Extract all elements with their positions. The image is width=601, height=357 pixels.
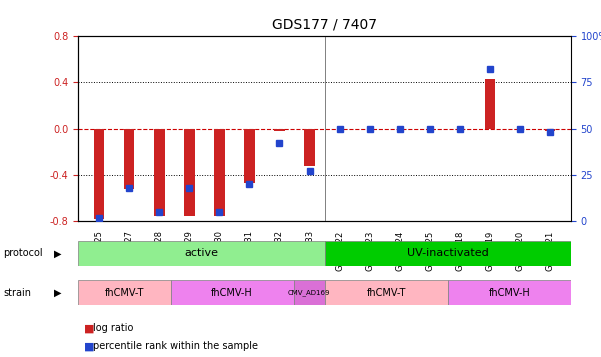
Bar: [545, 129, 555, 131]
Text: log ratio: log ratio: [93, 323, 133, 333]
Text: ■: ■: [84, 341, 94, 351]
Bar: [154, 129, 165, 216]
Text: fhCMV-H: fhCMV-H: [212, 288, 253, 298]
Text: fhCMV-T: fhCMV-T: [367, 288, 406, 298]
FancyBboxPatch shape: [78, 241, 325, 266]
Text: fhCMV-T: fhCMV-T: [105, 288, 144, 298]
Text: GDS177 / 7407: GDS177 / 7407: [272, 18, 377, 32]
Text: UV-inactivated: UV-inactivated: [407, 248, 489, 258]
Bar: [274, 129, 285, 131]
FancyBboxPatch shape: [78, 280, 171, 305]
Text: fhCMV-H: fhCMV-H: [489, 288, 530, 298]
Bar: [244, 129, 255, 183]
Text: ▶: ▶: [54, 288, 61, 298]
Bar: [124, 129, 135, 189]
Text: ▶: ▶: [54, 248, 61, 258]
Text: percentile rank within the sample: percentile rank within the sample: [93, 341, 258, 351]
Bar: [214, 129, 225, 216]
Bar: [184, 129, 195, 216]
Bar: [94, 129, 105, 219]
Text: protocol: protocol: [3, 248, 43, 258]
FancyBboxPatch shape: [325, 280, 448, 305]
Text: ■: ■: [84, 323, 94, 333]
FancyBboxPatch shape: [171, 280, 294, 305]
FancyBboxPatch shape: [294, 280, 325, 305]
Text: CMV_AD169: CMV_AD169: [288, 290, 331, 296]
FancyBboxPatch shape: [448, 280, 571, 305]
Bar: [304, 129, 315, 166]
FancyBboxPatch shape: [325, 241, 571, 266]
Text: active: active: [185, 248, 218, 258]
Text: strain: strain: [3, 288, 31, 298]
Bar: [484, 79, 495, 129]
